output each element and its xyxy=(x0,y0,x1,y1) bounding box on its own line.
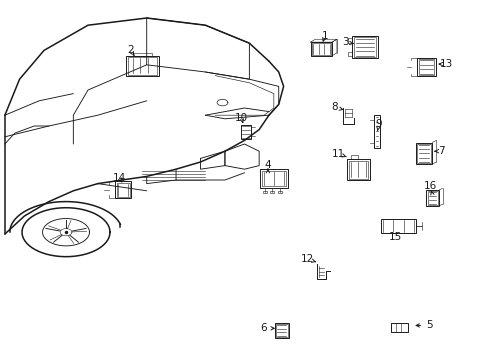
Text: 1: 1 xyxy=(321,31,328,41)
Text: 12: 12 xyxy=(300,254,313,264)
Bar xyxy=(418,59,433,75)
Bar xyxy=(346,159,369,180)
Text: 6: 6 xyxy=(260,323,267,333)
Bar xyxy=(351,36,377,58)
Bar xyxy=(263,191,266,193)
Bar xyxy=(277,191,281,193)
Bar xyxy=(117,183,129,197)
Bar xyxy=(427,191,437,205)
Text: 9: 9 xyxy=(375,119,382,129)
Bar xyxy=(390,323,407,332)
Bar xyxy=(132,53,152,56)
Text: 8: 8 xyxy=(330,102,337,112)
Text: 10: 10 xyxy=(235,113,247,123)
Bar xyxy=(415,143,431,164)
Bar xyxy=(311,43,330,55)
Text: 7: 7 xyxy=(437,146,444,156)
Bar xyxy=(416,58,435,76)
Bar xyxy=(262,171,285,186)
Text: 11: 11 xyxy=(331,149,345,159)
Bar xyxy=(416,144,430,163)
Bar xyxy=(310,42,331,56)
Text: 16: 16 xyxy=(423,181,436,192)
Text: 13: 13 xyxy=(438,59,452,69)
Bar xyxy=(426,190,438,206)
Bar xyxy=(270,191,274,193)
Bar xyxy=(353,37,375,57)
Bar xyxy=(115,181,131,198)
Bar xyxy=(274,323,288,338)
Text: 14: 14 xyxy=(112,173,126,183)
Bar xyxy=(381,219,415,233)
Bar xyxy=(348,161,367,179)
Bar xyxy=(125,56,159,76)
Text: 5: 5 xyxy=(425,320,432,330)
Text: 3: 3 xyxy=(341,37,348,48)
Text: 15: 15 xyxy=(387,232,401,242)
Bar xyxy=(275,324,287,337)
Text: 2: 2 xyxy=(126,45,133,55)
Bar xyxy=(260,169,287,188)
Bar xyxy=(240,125,251,139)
Text: 4: 4 xyxy=(264,160,271,170)
Bar xyxy=(373,115,380,148)
Bar xyxy=(127,57,157,75)
